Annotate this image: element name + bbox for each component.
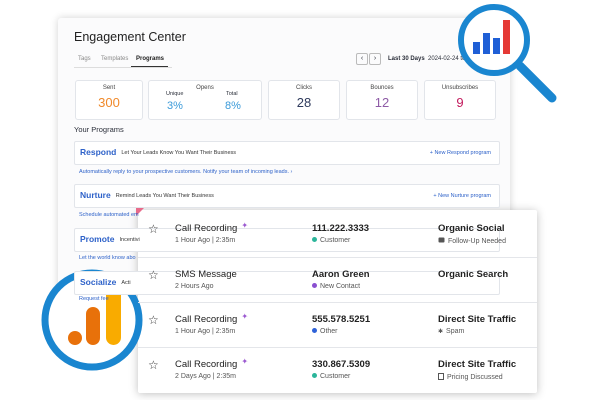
stat-value: 300: [98, 95, 120, 110]
next-button[interactable]: ›: [369, 53, 381, 65]
stat-value: 3%: [167, 100, 183, 112]
contact: 330.867.5309: [312, 359, 371, 370]
activity-row[interactable]: ☆ Call Recording ✦ 2 Days Ago | 2:35m 330.86…: [138, 347, 537, 393]
contact-status: Other: [320, 328, 338, 335]
tag-wrap: Pricing Discussed: [438, 373, 503, 381]
activity-time: 1 Hour Ago | 2:35m: [175, 328, 236, 335]
activity-type: Call Recording: [175, 223, 238, 234]
star-icon: ☆: [148, 313, 159, 327]
source: Direct Site Traffic: [438, 314, 517, 325]
tag: Pricing Discussed: [447, 374, 503, 381]
program-description: Request fee: [79, 296, 109, 302]
stat-label: Opens: [196, 85, 214, 91]
stat-value: 8%: [225, 100, 241, 112]
stat-label: Bounces: [370, 85, 394, 91]
stat-value: 12: [374, 95, 390, 110]
contact: Aaron Green: [312, 269, 370, 280]
activity-type: SMS Message: [175, 269, 237, 280]
activity-type: Call Recording: [175, 314, 238, 325]
ai-icon: ✦: [241, 221, 249, 230]
stat-value: 28: [296, 95, 312, 110]
program-row: Socialize Acti: [74, 271, 500, 295]
source: Direct Site Traffic: [438, 359, 517, 370]
program-name: Socialize: [80, 277, 117, 287]
program-subtitle: Acti: [121, 280, 131, 286]
star-icon: ☆: [148, 222, 159, 236]
stat-label: Sent: [102, 85, 116, 91]
tab[interactable]: Tags: [78, 56, 91, 62]
tag: Follow-Up Needed: [448, 238, 506, 245]
program-row: Nurture Remind Leads You Want Their Busin…: [74, 184, 500, 208]
program-description: Automatically reply to your prospective …: [79, 169, 293, 175]
ai-icon: ✦: [241, 312, 249, 321]
activity-type: Call Recording: [175, 359, 238, 370]
source: Organic Search: [438, 269, 509, 280]
contact-status: Customer: [320, 373, 351, 380]
page-title: Engagement Center: [74, 30, 186, 44]
stat-sublabel: Total: [226, 91, 238, 97]
activity-time: 2 Days Ago | 2:35m: [175, 373, 236, 380]
corner-accent: [136, 208, 144, 216]
program-action[interactable]: + New Nurture program: [433, 193, 491, 199]
contact-status-wrap: Customer: [312, 373, 350, 380]
star-icon: ☆: [148, 358, 159, 372]
program-description: Let the world know abo: [79, 255, 136, 261]
tab-underline: [131, 66, 168, 68]
section-title: Your Programs: [74, 125, 124, 134]
stat-card: Clicks 28: [268, 80, 340, 120]
contact-status: Customer: [320, 237, 351, 244]
stat-card: Sent 300: [75, 80, 143, 120]
range-dates: 2024-02-24 to 2024-03-25: [428, 56, 498, 62]
star-icon: ☆: [148, 268, 159, 282]
contact-status-wrap: Other: [312, 328, 338, 335]
contact: 111.222.3333: [312, 223, 370, 234]
program-subtitle: Remind Leads You Want Their Business: [115, 193, 214, 199]
contact-status-wrap: New Contact: [312, 283, 360, 290]
program-row: Promote Incentivi: [74, 228, 500, 252]
ai-icon: ✦: [241, 357, 249, 366]
contact-status-wrap: Customer: [312, 237, 350, 244]
stat-card: Bounces 12: [346, 80, 418, 120]
tab-divider: [74, 67, 172, 68]
stat-value: 9: [456, 95, 464, 110]
contact-status: New Contact: [320, 283, 361, 290]
prev-button[interactable]: ‹: [356, 53, 368, 65]
activity-time: 1 Hour Ago | 2:35m: [175, 237, 236, 244]
program-description: Schedule automated em: [79, 212, 139, 218]
stat-label: Unsubscribes: [441, 85, 479, 91]
program-row: Respond Let Your Leads Know You Want Thei…: [74, 141, 500, 165]
contact: 555.578.5251: [312, 314, 371, 325]
tab[interactable]: Templates: [101, 56, 129, 62]
tag-wrap: Follow-Up Needed: [438, 237, 506, 245]
program-name: Respond: [80, 147, 117, 157]
program-action[interactable]: + New Respond program: [429, 150, 491, 156]
activity-row[interactable]: ☆ SMS Message 2 Hours Ago Aaron Green New Co…: [138, 257, 537, 303]
program-subtitle: Incentivi: [119, 237, 140, 243]
stat-sublabel: Unique: [166, 91, 184, 97]
tag-wrap: ✱ Spam: [438, 328, 465, 335]
stat-card: Unsubscribes 9: [424, 80, 496, 120]
range-label: Last 30 Days: [388, 56, 425, 62]
tab[interactable]: Programs: [136, 56, 165, 62]
stat-label: Clicks: [296, 85, 312, 91]
program-subtitle: Let Your Leads Know You Want Their Busin…: [121, 150, 237, 156]
activity-row[interactable]: ☆ Call Recording ✦ 1 Hour Ago | 2:35m 555.57…: [138, 302, 537, 348]
program-name: Promote: [80, 234, 115, 244]
activity-time: 2 Hours Ago: [175, 283, 214, 290]
activity-row[interactable]: ☆ Call Recording ✦ 1 Hour Ago | 2:35m 111.22…: [138, 212, 537, 257]
stat-card: Opens Unique 3% Total 8%: [148, 80, 262, 120]
source: Organic Social: [438, 223, 505, 234]
program-name: Nurture: [80, 190, 111, 200]
tag: Spam: [446, 328, 465, 335]
